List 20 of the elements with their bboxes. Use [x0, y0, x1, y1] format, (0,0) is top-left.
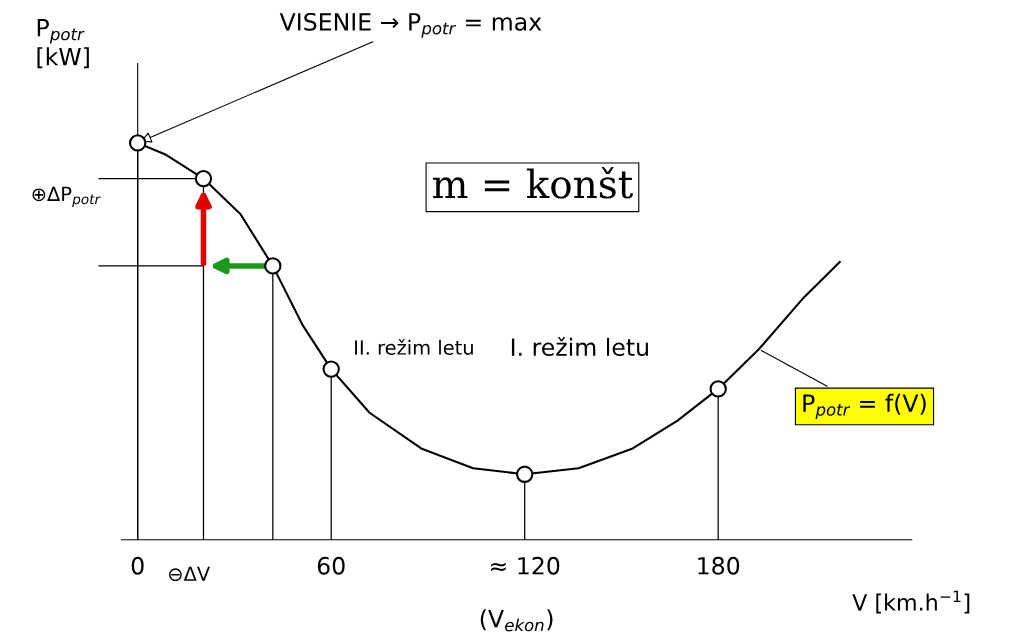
text: ⊖ΔV [169, 566, 211, 582]
x-tick-label: 180 [698, 556, 740, 575]
text: ⊕ΔP$_{potr}$ [32, 186, 101, 207]
point [264, 257, 282, 275]
point [322, 360, 340, 378]
text: m = konšt [432, 166, 634, 199]
point [516, 465, 534, 483]
point [194, 169, 213, 188]
annotation: I. režim letu [511, 336, 648, 357]
annotation: VISENIE → P$_{potr}$ = max [279, 12, 542, 38]
y-axis-title: P$_{potr}$ [kW] [37, 19, 89, 69]
annotation: II. režim letu [355, 339, 473, 355]
annotation: P$_{potr}$ = f(V) [803, 393, 926, 420]
text: (V$_{ekon}$) [480, 609, 553, 632]
x-tick-label: ≈ 120 [491, 556, 560, 575]
x-tick-label: 0 [131, 556, 144, 575]
point [129, 134, 147, 152]
x-axis-title: V [km.h$^{−1}$] [852, 590, 970, 614]
x-tick-label: 60 [317, 556, 345, 575]
point [709, 380, 727, 398]
